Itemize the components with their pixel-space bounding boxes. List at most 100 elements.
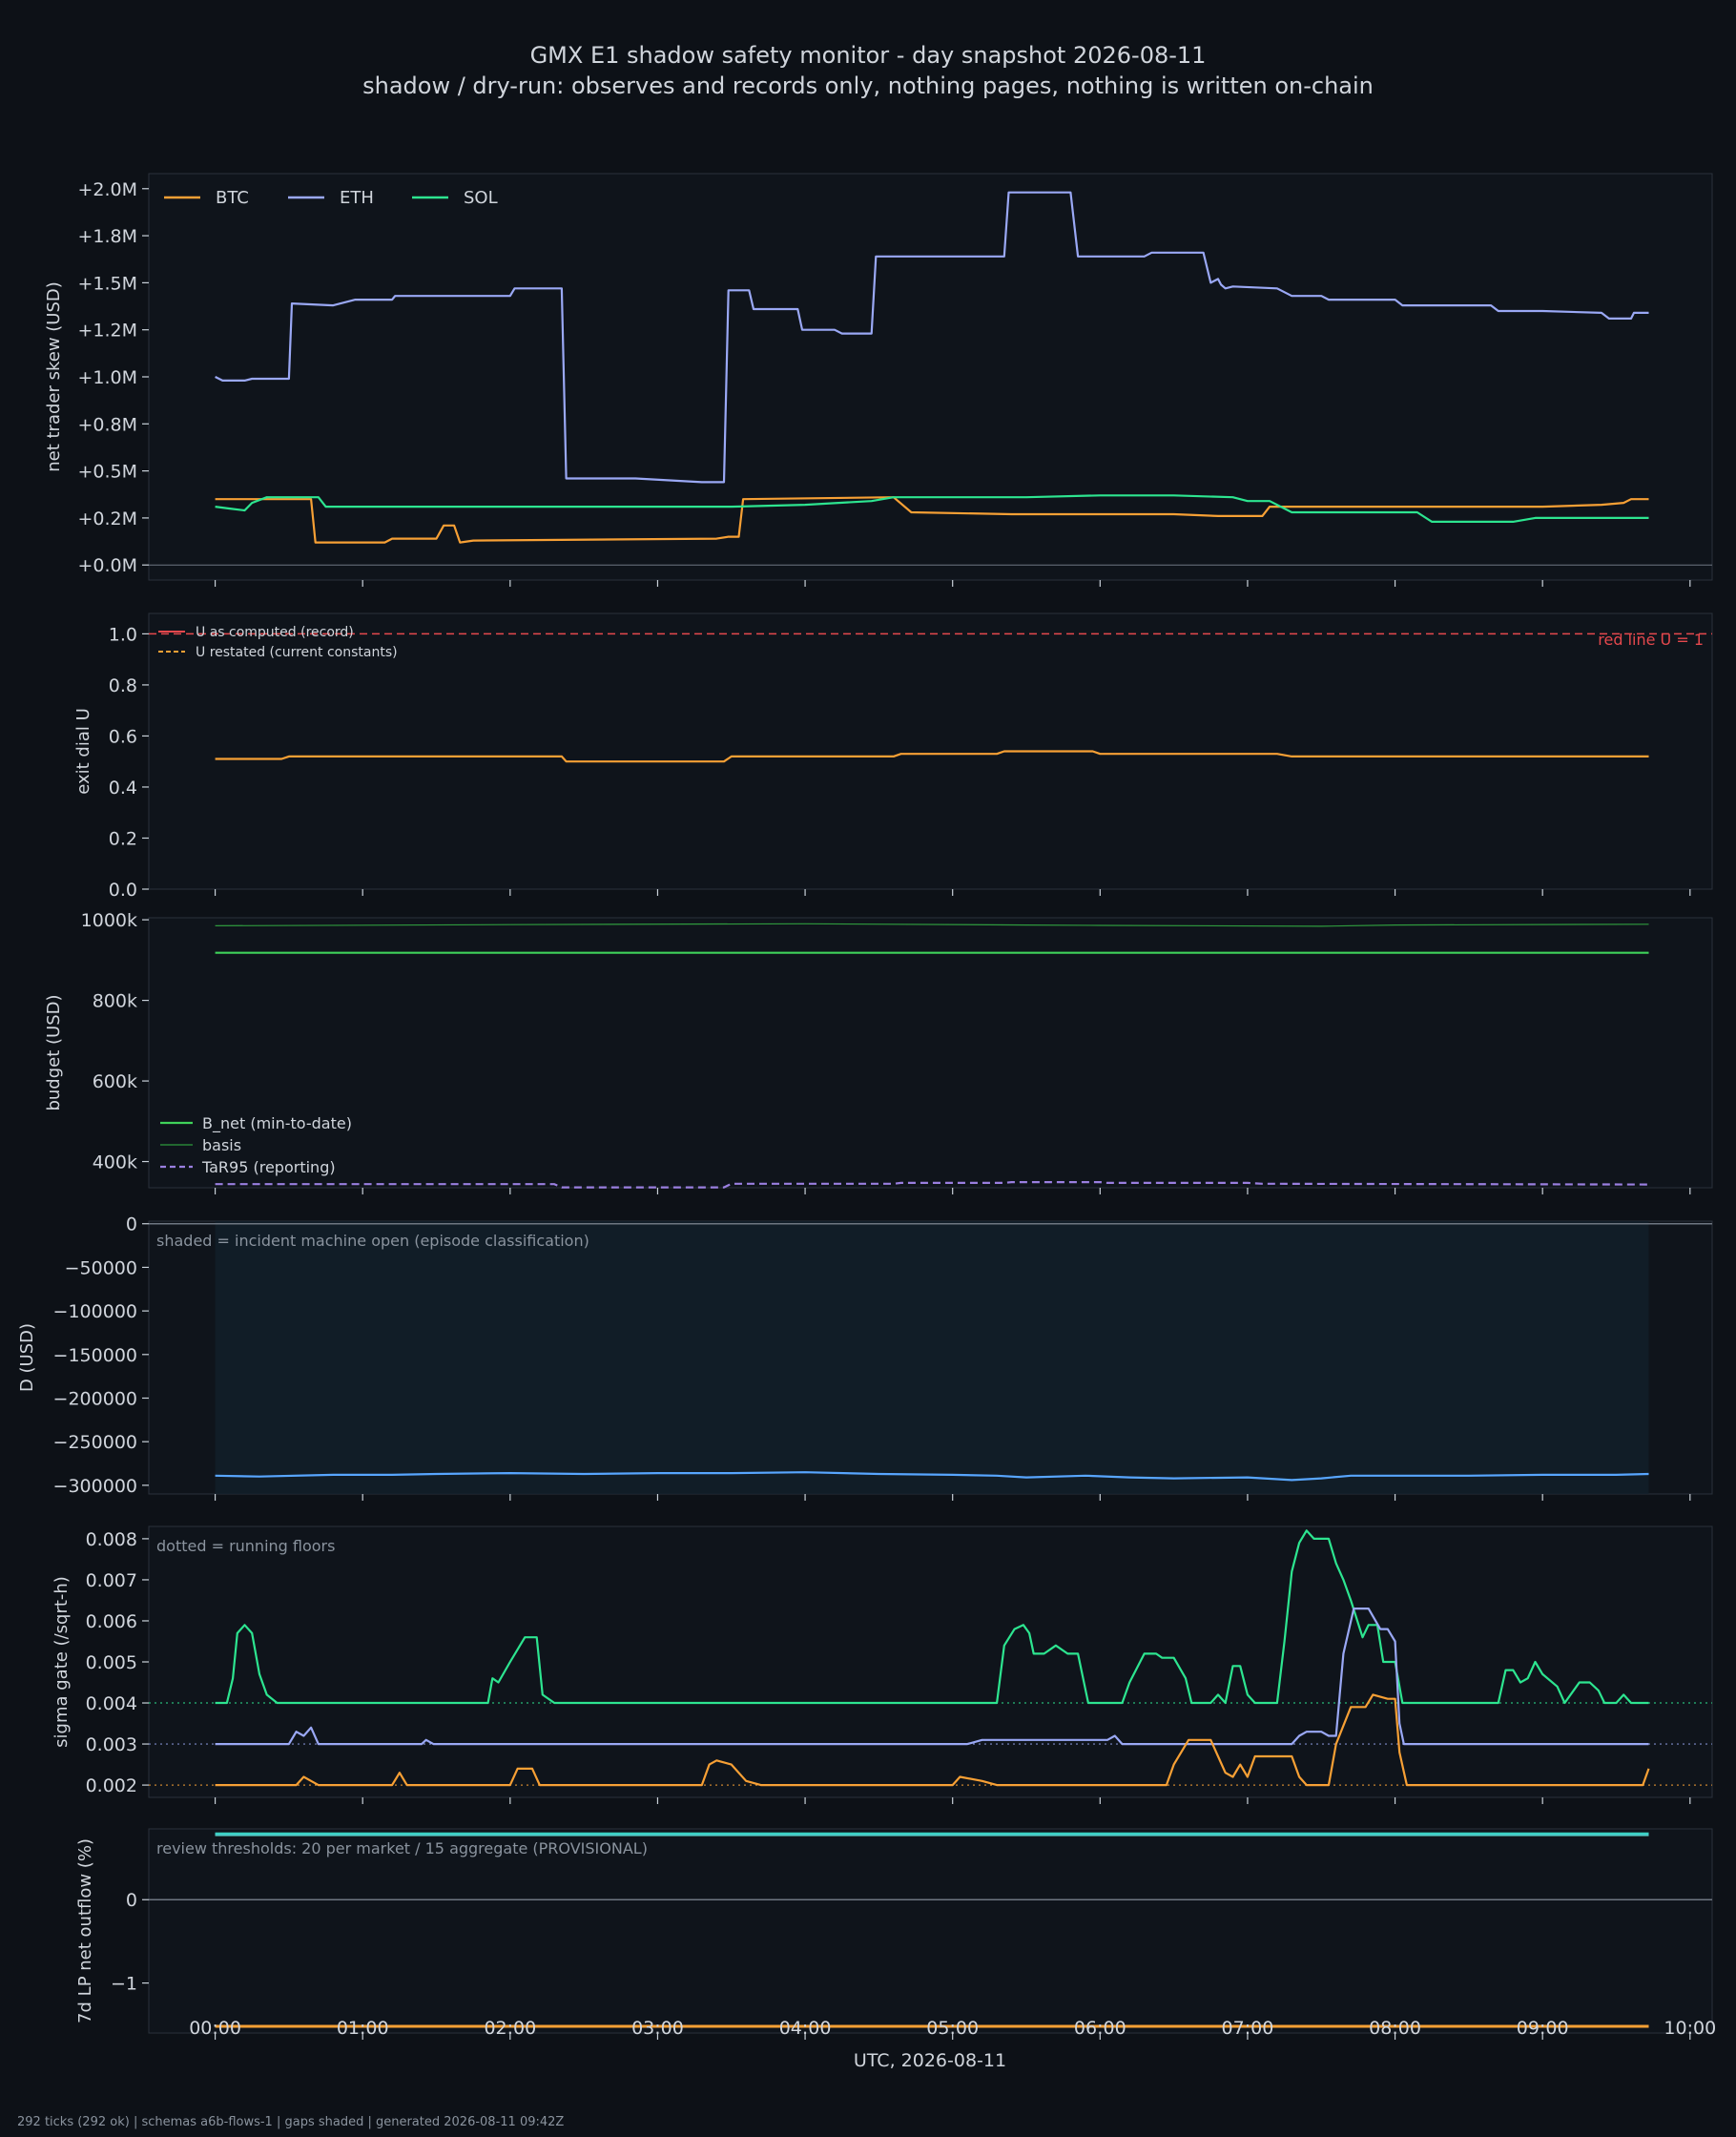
chart-subtitle: shadow / dry-run: observes and records o… bbox=[362, 73, 1374, 99]
series-line bbox=[215, 1529, 1649, 1705]
legend-item-u-restated: U restated (current constants) bbox=[158, 645, 398, 660]
panels: +0.0M +0.2M +0.5M +0.8M +1.0M +1.2M +1.5M +1.8M… bbox=[17, 173, 1716, 2040]
y-tick-label: −100000 bbox=[53, 1301, 137, 1322]
footer-status: 292 ticks (292 ok) | schemas a6b-flows-1… bbox=[17, 2115, 564, 2129]
series-line-u bbox=[215, 750, 1649, 763]
annotation-text: red line U = 1 bbox=[1598, 631, 1704, 649]
y-tick-label: +1.0M bbox=[77, 367, 137, 388]
y-tick-label: 0.6 bbox=[109, 726, 137, 747]
legend-label: B_net (min-to-date) bbox=[202, 1114, 352, 1133]
y-tick-label: 0.002 bbox=[86, 1775, 137, 1796]
y-tick-label: 0.0 bbox=[109, 880, 137, 901]
x-tick-label: 00:00 bbox=[189, 2018, 241, 2039]
y-tick-label: +1.8M bbox=[77, 226, 137, 247]
x-tick-label: 10:00 bbox=[1664, 2018, 1716, 2039]
annotation-text: shaded = incident machine open (episode … bbox=[156, 1232, 589, 1250]
x-tick-label: 01:00 bbox=[337, 2018, 389, 2039]
x-tick-label: 04:00 bbox=[779, 2018, 832, 2039]
x-tick-label: 08:00 bbox=[1369, 2018, 1421, 2039]
series-line bbox=[215, 1607, 1649, 1746]
legend-label: basis bbox=[202, 1136, 241, 1154]
y-tick-label: 0.003 bbox=[86, 1734, 137, 1755]
y-tick-label: −1 bbox=[111, 1974, 137, 1995]
legend-item-budget-2: basis bbox=[160, 1136, 241, 1154]
series-line-tar95 bbox=[215, 1180, 1649, 1189]
y-tick-label: 1.0 bbox=[109, 624, 137, 645]
y-tick-label: 0.4 bbox=[109, 778, 137, 799]
series-line-sol bbox=[215, 494, 1649, 524]
y-tick-label: 0.005 bbox=[86, 1652, 137, 1673]
y-tick-label: −150000 bbox=[53, 1345, 137, 1366]
plot-area bbox=[148, 917, 1713, 1189]
y-tick-label: +0.5M bbox=[77, 462, 137, 483]
series-line-basis bbox=[215, 923, 1649, 927]
legend-item-u-computed: U as computed (record) bbox=[158, 625, 354, 640]
y-axis-label: 7d LP net outflow (%) bbox=[75, 1838, 95, 2023]
y-tick-label: +0.2M bbox=[77, 508, 137, 529]
y-tick-label: 0 bbox=[126, 1214, 137, 1235]
x-tick-label: 06:00 bbox=[1074, 2018, 1126, 2039]
x-tick-label: 09:00 bbox=[1517, 2018, 1569, 2039]
x-tick-label: 07:00 bbox=[1222, 2018, 1274, 2039]
y-axis-label: D (USD) bbox=[17, 1323, 37, 1392]
x-axis-label: UTC, 2026-08-11 bbox=[854, 2050, 1006, 2071]
series-line-eth bbox=[215, 191, 1649, 484]
plot-area bbox=[148, 1828, 1713, 2034]
panel-4: 0 −50000 −100000 −150000 −200000 −250000 −3000… bbox=[17, 1214, 1713, 1501]
legend-label: TaR95 (reporting) bbox=[201, 1158, 336, 1176]
panel-1: +0.0M +0.2M +0.5M +0.8M +1.0M +1.2M +1.5M +1.8M… bbox=[44, 173, 1713, 587]
y-tick-label: +1.2M bbox=[77, 321, 137, 342]
legend-label: SOL bbox=[464, 188, 498, 208]
y-tick-label: +2.0M bbox=[77, 179, 137, 200]
y-tick-label: −200000 bbox=[53, 1388, 137, 1409]
y-tick-label: 0.007 bbox=[86, 1570, 137, 1591]
x-tick-label: 05:00 bbox=[926, 2018, 979, 2039]
x-tick-label: 02:00 bbox=[484, 2018, 536, 2039]
y-tick-label: 0.006 bbox=[86, 1611, 137, 1632]
series-line bbox=[215, 1693, 1650, 1787]
y-tick-label: 1000k bbox=[81, 910, 137, 931]
y-tick-label: −250000 bbox=[53, 1432, 137, 1453]
y-tick-label: 0.8 bbox=[109, 675, 137, 696]
y-tick-label: 0 bbox=[126, 1890, 137, 1911]
incident-shaded-region bbox=[215, 1221, 1649, 1494]
panel-3: 400k 600k 800k 1000k budget (USD) bbox=[44, 910, 1713, 1194]
y-tick-label: 600k bbox=[93, 1071, 137, 1092]
panel-5: 0.002 0.003 0.004 0.005 0.006 0.007 0.008 sigma… bbox=[52, 1525, 1713, 1804]
legend-item-budget-1: B_net (min-to-date) bbox=[160, 1114, 352, 1133]
chart-title: GMX E1 shadow safety monitor - day snaps… bbox=[530, 42, 1207, 69]
legend-label: U restated (current constants) bbox=[196, 645, 398, 660]
annotation-text: review thresholds: 20 per market / 15 ag… bbox=[156, 1839, 648, 1857]
plot-area bbox=[148, 612, 1713, 890]
y-axis-label: exit dial U bbox=[73, 708, 93, 795]
y-tick-label: +1.5M bbox=[77, 273, 137, 294]
series-line-btc bbox=[215, 496, 1649, 544]
y-tick-label: −50000 bbox=[65, 1257, 137, 1278]
y-tick-label: 400k bbox=[93, 1152, 137, 1173]
y-tick-label: 0.008 bbox=[86, 1529, 137, 1550]
series-line bbox=[215, 1471, 1649, 1482]
legend-label: U as computed (record) bbox=[196, 625, 354, 640]
plot-area bbox=[148, 1525, 1713, 1798]
legend-label: BTC bbox=[216, 188, 249, 208]
legend-item-sol: SOL bbox=[412, 188, 498, 208]
y-tick-label: 0.004 bbox=[86, 1693, 137, 1714]
panel-2: 0.0 0.2 0.4 0.6 0.8 1.0 exit dial U red line U … bbox=[73, 612, 1713, 901]
y-tick-label: +0.0M bbox=[77, 555, 137, 576]
y-tick-label: 800k bbox=[93, 991, 137, 1012]
legend-item-btc: BTC bbox=[164, 188, 249, 208]
y-axis-label: sigma gate (/sqrt-h) bbox=[52, 1576, 72, 1748]
x-tick-label: 03:00 bbox=[631, 2018, 684, 2039]
panel-6: 0 −1 7d LP net outflow (%) review threshold… bbox=[75, 1828, 1713, 2040]
y-axis-label: budget (USD) bbox=[44, 994, 64, 1110]
y-tick-label: 0.2 bbox=[109, 828, 137, 849]
plot-area bbox=[148, 173, 1713, 581]
annotation-text: dotted = running floors bbox=[156, 1537, 335, 1555]
legend-label: ETH bbox=[340, 188, 374, 208]
legend-item-budget-3: TaR95 (reporting) bbox=[160, 1158, 336, 1176]
y-tick-label: +0.8M bbox=[77, 414, 137, 435]
legend-item-eth: ETH bbox=[288, 188, 374, 208]
y-tick-label: −300000 bbox=[53, 1476, 137, 1497]
y-axis-label: net trader skew (USD) bbox=[44, 281, 64, 472]
